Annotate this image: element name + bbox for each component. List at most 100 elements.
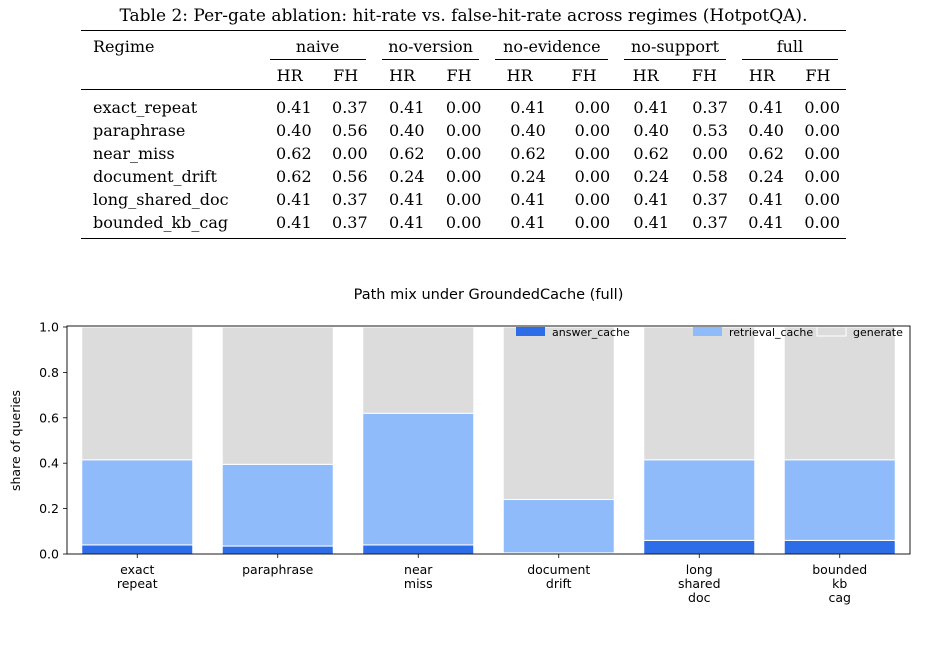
table-row: paraphrase 0.40 0.56 0.40 0.00 0.40 0.00 0.40 0.…	[81, 119, 846, 142]
regime-name-cell: document_drift	[93, 167, 217, 186]
subheader: HR	[616, 61, 676, 90]
fh-value-cell: 0.37	[692, 98, 728, 117]
legend-label: retrieval_cache	[729, 326, 813, 339]
fh-value-cell: 0.37	[332, 98, 368, 117]
group-header-label: full	[776, 36, 804, 56]
y-tick-label: 1.0	[39, 320, 59, 335]
hr-value-cell: 0.62	[748, 144, 784, 163]
table-subheader-row: HR FH HR FH HR FH HR FH HR FH	[81, 61, 846, 90]
hr-value-cell: 0.24	[748, 167, 784, 186]
fh-value-cell: 0.00	[804, 167, 840, 186]
plot-frame	[66, 325, 911, 555]
table-row: long_shared_doc 0.41 0.37 0.41 0.00 0.41 0.00 0…	[81, 188, 846, 211]
subheader: FH	[675, 61, 734, 90]
fh-value-cell: 0.00	[332, 144, 368, 163]
subheader: FH	[789, 61, 846, 90]
x-tick-label-line: doc	[688, 590, 711, 605]
hr-value-cell: 0.40	[633, 121, 670, 140]
subheader: HR	[261, 61, 318, 90]
group-header-label: no-version	[388, 36, 473, 56]
bar-segment-retrieval-cache	[81, 459, 194, 546]
hr-value-cell: 0.62	[276, 167, 312, 186]
fh-value-cell: 0.00	[574, 98, 611, 117]
hr-value-cell: 0.41	[633, 213, 670, 232]
hr-value-cell: 0.40	[388, 121, 425, 140]
bar-segment-generate	[81, 326, 194, 461]
regime-column-header: Regime	[93, 36, 155, 56]
group-header: full	[734, 31, 846, 62]
hr-value-cell: 0.41	[748, 98, 784, 117]
fh-value-cell: 0.00	[445, 121, 482, 140]
fh-value-cell: 0.00	[574, 190, 611, 209]
table-row: document_drift 0.62 0.56 0.24 0.00 0.24 0.00 0.…	[81, 165, 846, 188]
group-header-label: naive	[295, 36, 340, 56]
bar-segment-answer-cache	[643, 539, 756, 555]
hr-value-cell: 0.62	[388, 144, 425, 163]
x-tick-label-line: drift	[546, 576, 572, 591]
hr-value-cell: 0.40	[748, 121, 784, 140]
fh-value-cell: 0.53	[692, 121, 728, 140]
x-tick-label: bounded kb cag	[812, 562, 867, 605]
subheader: HR	[373, 61, 431, 90]
regime-name-cell: near_miss	[93, 144, 175, 163]
bar-segment-retrieval-cache	[362, 412, 475, 546]
hr-value-cell: 0.24	[388, 167, 425, 186]
hr-value-cell: 0.41	[388, 213, 425, 232]
fh-value-cell: 0.56	[332, 121, 368, 140]
fh-value-cell: 0.00	[804, 190, 840, 209]
legend-label: generate	[853, 326, 903, 339]
fh-value-cell: 0.37	[332, 213, 368, 232]
hr-value-cell: 0.41	[748, 213, 784, 232]
fh-value-cell: 0.37	[332, 190, 368, 209]
fh-value-cell: 0.58	[692, 167, 728, 186]
fh-value-cell: 0.00	[445, 144, 482, 163]
hr-value-cell: 0.41	[748, 190, 784, 209]
legend-swatch-retrieval-cache	[693, 327, 722, 336]
y-axis-label: share of queries	[8, 390, 23, 491]
fh-value-cell: 0.00	[804, 213, 840, 232]
fh-value-cell: 0.00	[574, 144, 611, 163]
bar-segment-generate	[643, 326, 756, 461]
fh-value-cell: 0.37	[692, 213, 728, 232]
x-tick-label-line: near	[404, 562, 433, 577]
hr-value-cell: 0.62	[510, 144, 546, 163]
subheader: HR	[487, 61, 552, 90]
legend-swatch-answer-cache	[516, 327, 545, 336]
x-tick-label: document drift	[527, 562, 590, 591]
regime-name-cell: long_shared_doc	[93, 190, 229, 209]
table-row: bounded_kb_cag 0.41 0.37 0.41 0.00 0.41 0.00 0.…	[81, 211, 846, 239]
hr-value-cell: 0.40	[510, 121, 546, 140]
hr-value-cell: 0.41	[276, 213, 312, 232]
hr-value-cell: 0.41	[633, 98, 670, 117]
x-tick-label-line: document	[527, 562, 590, 577]
y-tick-label: 0.6	[39, 410, 59, 425]
fh-value-cell: 0.56	[332, 167, 368, 186]
bar-segment-retrieval-cache	[221, 463, 334, 547]
hr-value-cell: 0.41	[388, 98, 425, 117]
regime-name-cell: paraphrase	[93, 121, 186, 140]
regime-name-cell: bounded_kb_cag	[93, 213, 229, 232]
x-tick-label-line: shared	[678, 576, 721, 591]
y-tick-label: 0.8	[39, 365, 59, 380]
fh-value-cell: 0.00	[574, 213, 611, 232]
x-tick-label-line: kb	[832, 576, 847, 591]
hr-value-cell: 0.62	[633, 144, 670, 163]
hr-value-cell: 0.24	[633, 167, 670, 186]
fh-value-cell: 0.00	[804, 121, 840, 140]
x-tick-label-line: paraphrase	[242, 562, 314, 577]
fh-value-cell: 0.00	[445, 167, 482, 186]
fh-value-cell: 0.00	[804, 98, 840, 117]
bar-segment-answer-cache	[81, 544, 194, 555]
x-tick-label: long shared doc	[678, 562, 721, 605]
x-tick-label-line: repeat	[117, 576, 158, 591]
fh-value-cell: 0.00	[692, 144, 728, 163]
subheader: FH	[430, 61, 488, 90]
subheader: FH	[551, 61, 617, 90]
table-body: exact_repeat 0.41 0.37 0.41 0.00 0.41 0.00 0.41…	[81, 90, 846, 239]
hr-value-cell: 0.41	[276, 190, 312, 209]
hr-value-cell: 0.41	[510, 213, 546, 232]
subheader: HR	[733, 61, 790, 90]
table-group-header-row: Regime naive no-version no-evidence no-s…	[81, 31, 846, 62]
y-tick-label: 0.4	[39, 456, 59, 471]
